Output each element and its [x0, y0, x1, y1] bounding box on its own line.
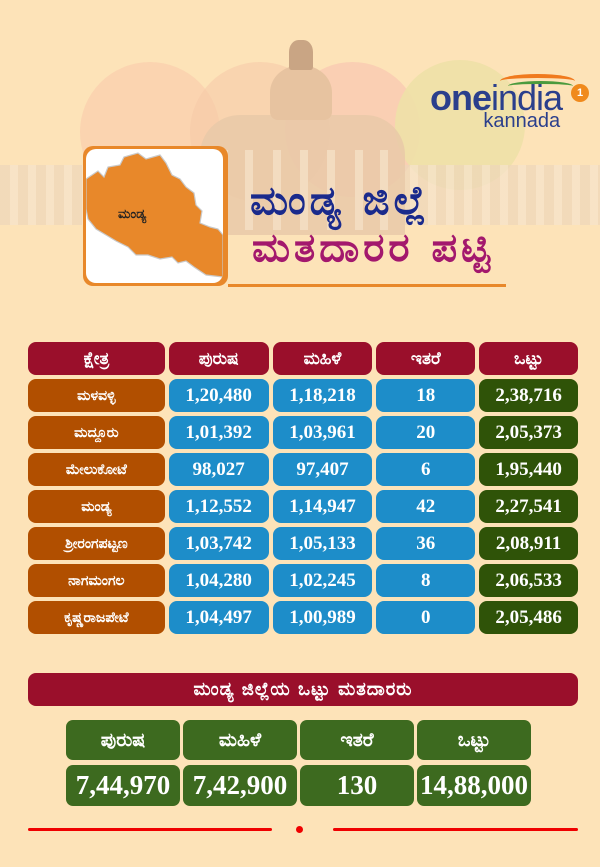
female-count: 1,00,989	[272, 601, 373, 634]
constituency-name: ಶ್ರೀರಂಗಪಟ್ಟಣ	[28, 527, 165, 560]
district-map-card: ಮಂಡ್ಯ	[83, 146, 228, 286]
vidhana-soudha-illustration	[195, 20, 410, 235]
female-count: 1,03,961	[272, 416, 373, 449]
male-count: 1,12,552	[168, 490, 269, 523]
total-count: 1,95,440	[479, 453, 578, 486]
others-count: 18	[376, 379, 476, 412]
table-row: ನಾಗಮಂಗಲ 1,04,280 1,02,245 8 2,06,533	[28, 564, 578, 597]
table-row: ಮದ್ದೂರು 1,01,392 1,03,961 20 2,05,373	[28, 416, 578, 449]
title-underline	[228, 284, 506, 287]
constituency-name: ಮಂಡ್ಯ	[28, 490, 165, 523]
logo-badge: 1	[571, 84, 589, 102]
summary-label-others: ಇತರೆ	[300, 720, 414, 760]
table-row: ಕೃಷ್ಣರಾಜಪೇಟೆ 1,04,497 1,00,989 0 2,05,48…	[28, 601, 578, 634]
oneindia-kannada-logo: oneindia kannada 1	[430, 74, 589, 133]
summary-grid: ಪುರುಷ ಮಹಿಳೆ ಇತರೆ ಒಟ್ಟು 7,44,970 7,42,900…	[66, 720, 531, 806]
table-header-row: ಕ್ಷೇತ್ರ ಪುರುಷ ಮಹಿಳೆ ಇತರೆ ಒಟ್ಟು	[28, 342, 578, 375]
female-count: 1,05,133	[272, 527, 373, 560]
page-title-line1: ಮಂಡ್ಯ ಜಿಲ್ಲೆ	[250, 178, 430, 224]
constituency-name: ನಾಗಮಂಗಲ	[28, 564, 165, 597]
constituency-name: ಕೃಷ್ಣರಾಜಪೇಟೆ	[28, 601, 165, 634]
others-count: 8	[376, 564, 476, 597]
male-count: 1,01,392	[168, 416, 269, 449]
total-count: 2,05,486	[479, 601, 578, 634]
male-count: 1,04,280	[168, 564, 269, 597]
table-row: ಶ್ರೀರಂಗಪಟ್ಟಣ 1,03,742 1,05,133 36 2,08,9…	[28, 527, 578, 560]
female-count: 1,18,218	[272, 379, 373, 412]
summary-label-row: ಪುರುಷ ಮಹಿಳೆ ಇತರೆ ಒಟ್ಟು	[66, 720, 531, 760]
footer-divider-dot	[296, 826, 303, 833]
male-count: 1,20,480	[168, 379, 269, 412]
constituency-name: ಮೇಲುಕೋಟೆ	[28, 453, 165, 486]
summary-label-total: ಒಟ್ಟು	[417, 720, 531, 760]
table-row: ಮಂಡ್ಯ 1,12,552 1,14,947 42 2,27,541	[28, 490, 578, 523]
others-count: 0	[376, 601, 476, 634]
summary-title: ಮಂಡ್ಯ ಜಿಲ್ಲೆಯ ಒಟ್ಟು ಮತದಾರರು	[28, 673, 578, 706]
summary-value-row: 7,44,970 7,42,900 130 14,88,000	[66, 765, 531, 806]
constituency-name: ಮದ್ದೂರು	[28, 416, 165, 449]
others-count: 6	[376, 453, 476, 486]
constituency-name: ಮಳವಳ್ಳಿ	[28, 379, 165, 412]
logo-subtext: kannada	[483, 110, 561, 132]
footer-divider-left	[28, 828, 272, 831]
table-row: ಮೇಲುಕೋಟೆ 98,027 97,407 6 1,95,440	[28, 453, 578, 486]
column-header-female: ಮಹಿಳೆ	[272, 342, 373, 375]
female-count: 1,02,245	[272, 564, 373, 597]
total-count: 2,08,911	[479, 527, 578, 560]
others-count: 36	[376, 527, 476, 560]
column-header-others: ಇತರೆ	[376, 342, 476, 375]
total-count: 2,06,533	[479, 564, 578, 597]
building-wing-right	[400, 165, 600, 225]
summary-value-others: 130	[300, 765, 414, 806]
summary-label-female: ಮಹಿಳೆ	[183, 720, 297, 760]
female-count: 97,407	[272, 453, 373, 486]
table-row: ಮಳವಳ್ಳಿ 1,20,480 1,18,218 18 2,38,716	[28, 379, 578, 412]
summary-label-male: ಪುರುಷ	[66, 720, 180, 760]
male-count: 1,03,742	[168, 527, 269, 560]
female-count: 1,14,947	[272, 490, 373, 523]
summary-value-male: 7,44,970	[66, 765, 180, 806]
summary-value-female: 7,42,900	[183, 765, 297, 806]
page-title-line2: ಮತದಾರರ ಪಟ್ಟಿ	[252, 225, 495, 271]
male-count: 98,027	[168, 453, 269, 486]
column-header-total: ಒಟ್ಟು	[479, 342, 578, 375]
column-header-male: ಪುರುಷ	[168, 342, 269, 375]
logo-text-bold: one	[430, 77, 492, 118]
summary-value-total: 14,88,000	[417, 765, 531, 806]
column-header-constituency: ಕ್ಷೇತ್ರ	[28, 342, 165, 375]
voter-table: ಕ್ಷೇತ್ರ ಪುರುಷ ಮಹಿಳೆ ಇತರೆ ಒಟ್ಟು ಮಳವಳ್ಳಿ 1…	[28, 342, 578, 638]
others-count: 42	[376, 490, 476, 523]
district-map-icon	[86, 152, 223, 278]
header-banner: oneindia kannada 1 ಮಂಡ್ಯ ಮಂಡ್ಯ ಜಿಲ್ಲೆ ಮತ…	[0, 0, 600, 320]
male-count: 1,04,497	[168, 601, 269, 634]
others-count: 20	[376, 416, 476, 449]
total-count: 2,05,373	[479, 416, 578, 449]
footer-divider-right	[333, 828, 578, 831]
total-count: 2,27,541	[479, 490, 578, 523]
map-label: ಮಂಡ್ಯ	[118, 207, 147, 222]
total-count: 2,38,716	[479, 379, 578, 412]
